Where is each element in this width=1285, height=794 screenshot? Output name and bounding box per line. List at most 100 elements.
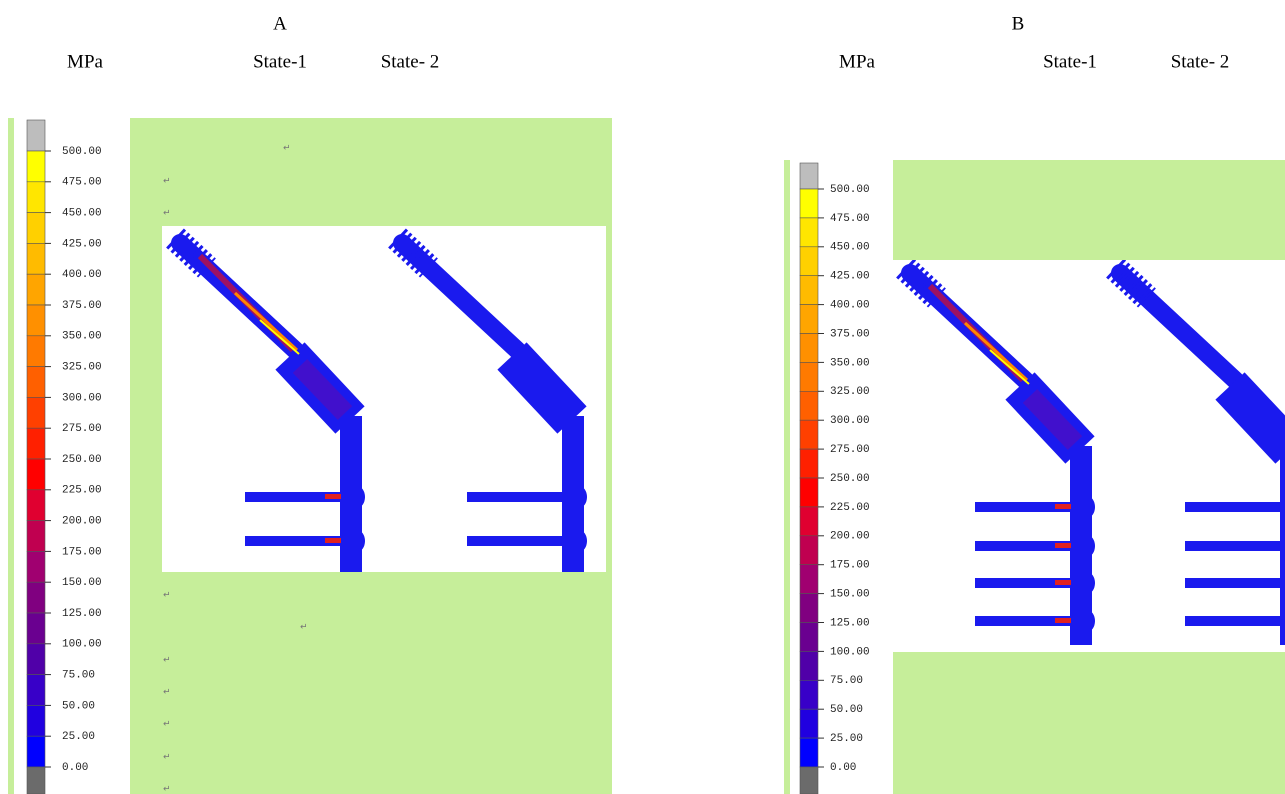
scale-label: 125.00 — [62, 608, 102, 620]
colorbar-cap — [27, 120, 45, 151]
cortical-screw — [1185, 616, 1285, 626]
return-mark: ↵ — [163, 656, 171, 666]
colorbar-segment — [800, 420, 818, 449]
scale-label: 400.00 — [62, 269, 102, 281]
colorbar-segment — [800, 478, 818, 507]
colorbar-segment — [27, 274, 45, 305]
colorbar-segment — [27, 736, 45, 767]
colorbar-segment — [27, 305, 45, 336]
panel-label: B — [1012, 13, 1025, 34]
scale-label: 500.00 — [830, 184, 870, 196]
cortical-screw — [467, 492, 567, 502]
scale-label: 225.00 — [62, 485, 102, 497]
scale-label: 0.00 — [830, 762, 856, 774]
scale-label: 125.00 — [830, 617, 870, 629]
screw-head — [1079, 535, 1095, 557]
return-mark: ↵ — [163, 720, 171, 730]
scale-label: 25.00 — [830, 733, 863, 745]
state-label: State- 2 — [381, 51, 440, 72]
screw-head — [1079, 572, 1095, 594]
scale-label: 50.00 — [830, 704, 863, 716]
scale-label: 150.00 — [62, 577, 102, 589]
scale-label: 225.00 — [830, 502, 870, 514]
colorbar-segment — [800, 362, 818, 391]
scale-label: 500.00 — [62, 146, 102, 158]
colorbar-segment — [27, 151, 45, 182]
colorbar-segment — [27, 213, 45, 244]
stress — [1055, 543, 1071, 548]
scale-label: 450.00 — [830, 242, 870, 254]
scale-label: 150.00 — [830, 589, 870, 601]
colorbar-segment — [27, 644, 45, 675]
colorbar-segment — [27, 428, 45, 459]
scale-label: 250.00 — [62, 454, 102, 466]
colorbar-segment — [27, 675, 45, 706]
scale-label: 350.00 — [62, 331, 102, 343]
return-mark: ↵ — [163, 177, 171, 187]
colorbar-segment — [27, 521, 45, 552]
side-strip — [784, 160, 790, 794]
colorbar-segment — [800, 594, 818, 623]
colorbar-segment — [800, 305, 818, 334]
colorbar-cap — [800, 163, 818, 189]
return-mark: ↵ — [163, 591, 171, 601]
colorbar-segment — [800, 334, 818, 363]
colorbar-segment — [800, 507, 818, 536]
unit: MPa — [67, 51, 103, 72]
screw-head — [349, 486, 365, 508]
scale-label: 0.00 — [62, 762, 88, 774]
scale-label: 200.00 — [830, 531, 870, 543]
figure: A MPa State-1 State- 2 B MPa State-1 Sta… — [0, 0, 1285, 794]
scale-label: 300.00 — [62, 392, 102, 404]
cortical-screw — [1185, 502, 1285, 512]
scale-label: 275.00 — [62, 423, 102, 435]
scale-label: 175.00 — [62, 546, 102, 558]
screw-head — [349, 530, 365, 552]
cortical-screw — [1185, 578, 1285, 588]
scale-label: 325.00 — [62, 362, 102, 374]
side-strip — [8, 118, 14, 794]
scale-label: 300.00 — [830, 415, 870, 427]
scale-label: 75.00 — [830, 675, 863, 687]
colorbar-segment — [800, 565, 818, 594]
colorbar-segment — [800, 651, 818, 680]
colorbar-segment — [27, 705, 45, 736]
scale-label: 25.00 — [62, 731, 95, 743]
scale-label: 475.00 — [62, 177, 102, 189]
scale-label: 375.00 — [62, 300, 102, 312]
stress — [1055, 580, 1071, 585]
return-mark: ↵ — [163, 753, 171, 763]
colorbar-segment — [27, 243, 45, 274]
scale-label: 375.00 — [830, 328, 870, 340]
scale-label: 475.00 — [830, 213, 870, 225]
stress — [1055, 504, 1071, 509]
cortical-screw — [467, 536, 567, 546]
colorbar-segment — [27, 582, 45, 613]
return-mark: ↵ — [163, 688, 171, 698]
colorbar-segment — [800, 536, 818, 565]
colorbar-segment — [27, 459, 45, 490]
state-label: State-1 — [253, 51, 307, 72]
scale-label: 425.00 — [62, 238, 102, 250]
colorbar-segment — [800, 189, 818, 218]
stress — [1055, 618, 1071, 623]
colorbar-segment — [800, 276, 818, 305]
scale-label: 425.00 — [830, 271, 870, 283]
scale-label: 325.00 — [830, 386, 870, 398]
colorbar-cap — [800, 767, 818, 794]
colorbar-segment — [800, 449, 818, 478]
colorbar-segment — [800, 391, 818, 420]
colorbar-cap — [27, 767, 45, 794]
panel-label: A — [273, 13, 287, 34]
scale-label: 275.00 — [830, 444, 870, 456]
scale-label: 100.00 — [830, 646, 870, 658]
state-label: State-1 — [1043, 51, 1097, 72]
scale-label: 200.00 — [62, 516, 102, 528]
colorbar-segment — [27, 367, 45, 398]
colorbar-segment — [27, 551, 45, 582]
return-mark: ↵ — [283, 144, 291, 154]
colorbar-segment — [27, 613, 45, 644]
colorbar-segment — [27, 336, 45, 367]
stress — [325, 494, 341, 499]
unit: MPa — [839, 51, 875, 72]
